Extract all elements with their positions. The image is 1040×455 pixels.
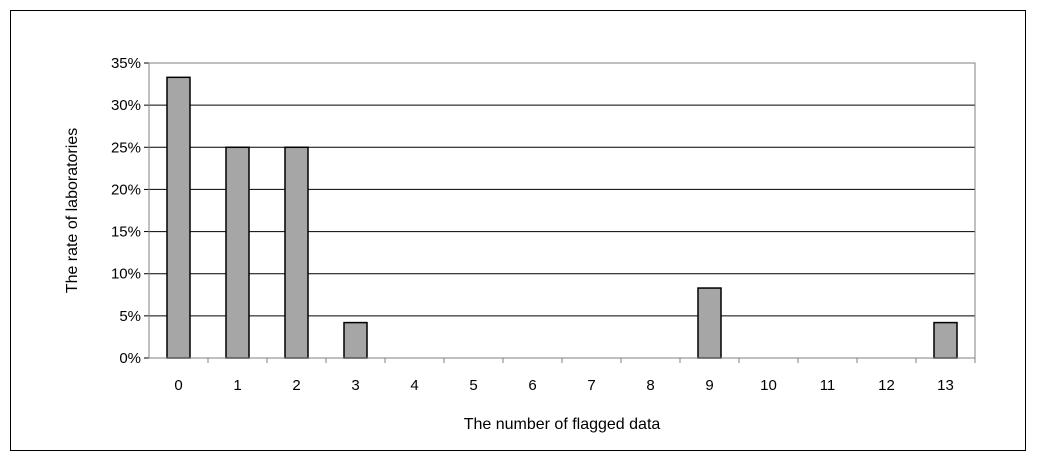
x-tick-label: 4 <box>410 377 418 394</box>
x-tick-labels: 0 1 2 3 4 5 6 7 8 9 10 11 12 13 <box>174 358 976 394</box>
y-tick-label: 30% <box>111 97 141 114</box>
y-tick-label: 5% <box>119 308 141 325</box>
bar-9 <box>697 287 722 359</box>
x-tick-label: 13 <box>937 377 954 394</box>
x-axis-title: The number of flagged data <box>464 416 661 433</box>
y-tick-label: 15% <box>111 224 141 241</box>
x-tick-label: 12 <box>878 377 895 394</box>
x-tick-label: 10 <box>760 377 777 394</box>
y-tick-label: 10% <box>111 266 141 283</box>
bars <box>166 76 958 359</box>
bar-2 <box>284 146 309 359</box>
x-tick-label: 0 <box>174 377 182 394</box>
y-axis-title: The rate of laboratories <box>64 128 81 293</box>
y-tick-label: 20% <box>111 181 141 198</box>
bar-3 <box>343 321 368 359</box>
y-tick-label: 35% <box>111 55 141 72</box>
x-tick-label: 8 <box>646 377 654 394</box>
bar-1 <box>225 146 250 359</box>
y-tick-label: 0% <box>119 350 141 367</box>
bar-0 <box>166 76 191 359</box>
y-tick-label: 25% <box>111 139 141 156</box>
plot-area-border <box>148 62 976 359</box>
x-tick-label: 11 <box>820 377 836 394</box>
x-tick-label: 9 <box>705 377 713 394</box>
x-tick-label: 7 <box>587 377 595 394</box>
x-tick-label: 3 <box>351 377 359 394</box>
gridlines <box>144 62 975 359</box>
x-tick-label: 1 <box>233 377 241 394</box>
y-tick-labels: 0% 5% 10% 15% 20% 25% 30% 35% <box>111 55 141 367</box>
x-tick-label: 5 <box>469 377 477 394</box>
x-tick-label: 2 <box>292 377 300 394</box>
bar-13 <box>933 321 958 359</box>
x-tick-label: 6 <box>528 377 536 394</box>
